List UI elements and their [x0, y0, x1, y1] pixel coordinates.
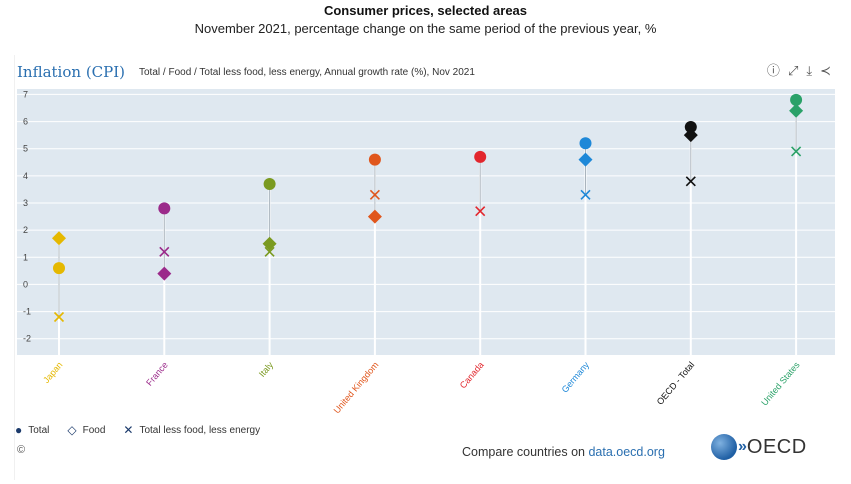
- marker-core-1: [159, 246, 170, 257]
- legend-item-food[interactable]: ◇ Food: [67, 423, 105, 437]
- x-tick-label-0: Japan: [41, 360, 64, 385]
- y-tick-label-3: 4: [23, 171, 28, 181]
- y-tick-label-2: 5: [23, 144, 28, 154]
- copyright: ©: [17, 444, 26, 456]
- y-tick-label-9: -2: [23, 334, 31, 344]
- marker-food-6: [683, 128, 698, 143]
- marker-food-1: [157, 266, 172, 281]
- x-tick-label-4: Canada: [458, 360, 486, 391]
- share-icon[interactable]: ≺: [820, 63, 831, 78]
- marker-core-2: [264, 246, 275, 257]
- logo-wordmark: OECD: [746, 435, 807, 458]
- marker-total-6: [684, 121, 697, 133]
- x-tick-label-1: France: [144, 360, 170, 388]
- x-tick-label-5: Germany: [560, 359, 592, 394]
- y-tick-label-7: 0: [23, 279, 28, 289]
- marker-core-4: [475, 206, 486, 217]
- y-tick-label-0: 7: [23, 89, 28, 99]
- x-tick-label-2: Italy: [257, 359, 276, 378]
- compare-link[interactable]: data.oecd.org: [588, 445, 665, 459]
- oecd-logo: » OECD: [711, 434, 807, 460]
- y-tick-label-4: 3: [23, 198, 28, 208]
- marker-total-2: [263, 178, 276, 190]
- marker-core-7: [791, 146, 802, 157]
- figure-subtitle: November 2021, percentage change on the …: [194, 21, 657, 36]
- x-tick-label-6: OECD - Total: [655, 360, 697, 407]
- x-tick-label-7: United States: [759, 359, 802, 407]
- y-tick-label-1: 6: [23, 117, 28, 127]
- cross-icon: ✕: [123, 423, 134, 437]
- info-icon[interactable]: ⓘ: [766, 63, 780, 78]
- legend-label-core: Total less food, less energy: [139, 424, 261, 436]
- chart-header: Inflation (CPI) Total / Food / Total les…: [15, 61, 837, 83]
- marker-core-5: [580, 189, 591, 200]
- marker-total-3: [368, 153, 381, 166]
- plot-background: [17, 89, 835, 355]
- marker-food-5: [578, 152, 593, 167]
- x-tick-label-3: United Kingdom: [332, 360, 381, 415]
- chevron-icon: »: [738, 438, 747, 455]
- legend-item-total[interactable]: ● Total: [15, 423, 49, 437]
- marker-core-6: [685, 176, 696, 187]
- marker-food-3: [367, 209, 382, 224]
- expand-icon[interactable]: ⤢: [787, 63, 799, 78]
- figure-title: Consumer prices, selected areas: [323, 3, 528, 18]
- chart-panel: Inflation (CPI) Total / Food / Total les…: [14, 55, 836, 480]
- chart-area: 7 6 5 4 3 2 1 0 -1 -2 Japan France Italy United Kingd…: [15, 89, 837, 419]
- legend-label-total: Total: [28, 424, 50, 436]
- chart-toolbar: ⓘ ⤢ ⤓ ≺: [767, 63, 831, 79]
- marker-food-0: [52, 231, 66, 246]
- chart-svg: 7 6 5 4 3 2 1 0 -1 -2 Japan France Italy United Kingd…: [17, 89, 835, 415]
- circle-icon: ●: [15, 423, 23, 437]
- y-tick-label-8: -1: [23, 307, 31, 317]
- marker-total-0: [53, 262, 65, 275]
- marker-core-0: [53, 311, 65, 323]
- legend-item-core[interactable]: ✕ Total less food, less energy: [123, 423, 260, 437]
- y-tick-label-5: 2: [23, 225, 28, 235]
- compare-text: Compare countries on data.oecd.org: [462, 445, 665, 459]
- download-icon[interactable]: ⤓: [806, 63, 813, 78]
- marker-total-7: [790, 93, 803, 106]
- diamond-icon: ◇: [67, 423, 77, 437]
- marker-food-7: [789, 103, 804, 118]
- chart-title: Inflation (CPI): [17, 63, 126, 81]
- marker-total-4: [474, 150, 487, 163]
- marker-total-5: [579, 137, 592, 150]
- marker-food-2: [262, 236, 277, 251]
- legend: ● Total ◇ Food ✕ Total less food, less e…: [15, 422, 278, 438]
- marker-total-1: [158, 202, 171, 215]
- chart-description: Total / Food / Total less food, less ene…: [139, 67, 475, 78]
- legend-label-food: Food: [82, 424, 106, 436]
- marker-core-3: [369, 189, 380, 200]
- compare-prefix: Compare countries on: [462, 445, 589, 459]
- y-tick-label-6: 1: [23, 252, 28, 262]
- globe-icon: [711, 434, 737, 460]
